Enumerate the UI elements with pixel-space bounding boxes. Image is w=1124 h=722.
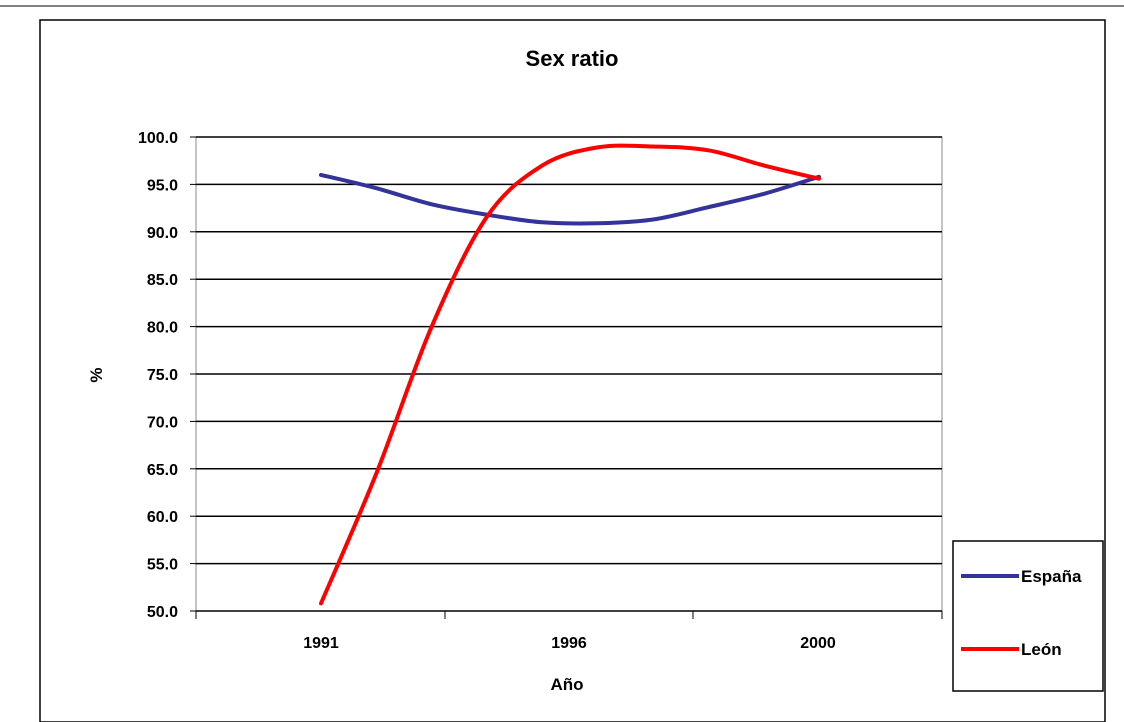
- x-tick-label: 1996: [551, 635, 587, 652]
- series-line-espana: [319, 172, 821, 226]
- x-axis-label: Año: [550, 675, 583, 694]
- y-tick-label: 95.0: [147, 177, 178, 194]
- y-tick-label: 60.0: [147, 509, 178, 526]
- y-tick-label: 85.0: [147, 272, 178, 289]
- legend-items: España León: [961, 567, 1082, 659]
- y-tick-label: 100.0: [138, 130, 178, 147]
- y-axis-ticks: 50.0 55.0 60.0 65.0 70.0 75.0 80.0 85.0 90.0 95.0…: [138, 130, 196, 621]
- y-tick-label: 50.0: [147, 604, 178, 621]
- chart-title: Sex ratio: [526, 46, 619, 71]
- x-tick-label: 2000: [800, 635, 836, 652]
- y-tick-label: 90.0: [147, 225, 178, 242]
- y-tick-label: 75.0: [147, 367, 178, 384]
- y-tick-label: 55.0: [147, 557, 178, 574]
- series-line-leon: [319, 143, 821, 606]
- x-axis-ticks: 1991 1996 2000: [195, 611, 943, 652]
- y-axis-label: %: [87, 367, 106, 382]
- x-tick-label: 1991: [303, 635, 339, 652]
- y-tick-label: 65.0: [147, 462, 178, 479]
- legend-box: [952, 540, 1104, 692]
- legend-label-leon: León: [1021, 640, 1062, 659]
- legend-label-espana: España: [1021, 567, 1082, 586]
- y-tick-label: 80.0: [147, 320, 178, 337]
- y-tick-label: 70.0: [147, 414, 178, 431]
- series-lines: [319, 143, 821, 606]
- gridlines: [196, 136, 942, 612]
